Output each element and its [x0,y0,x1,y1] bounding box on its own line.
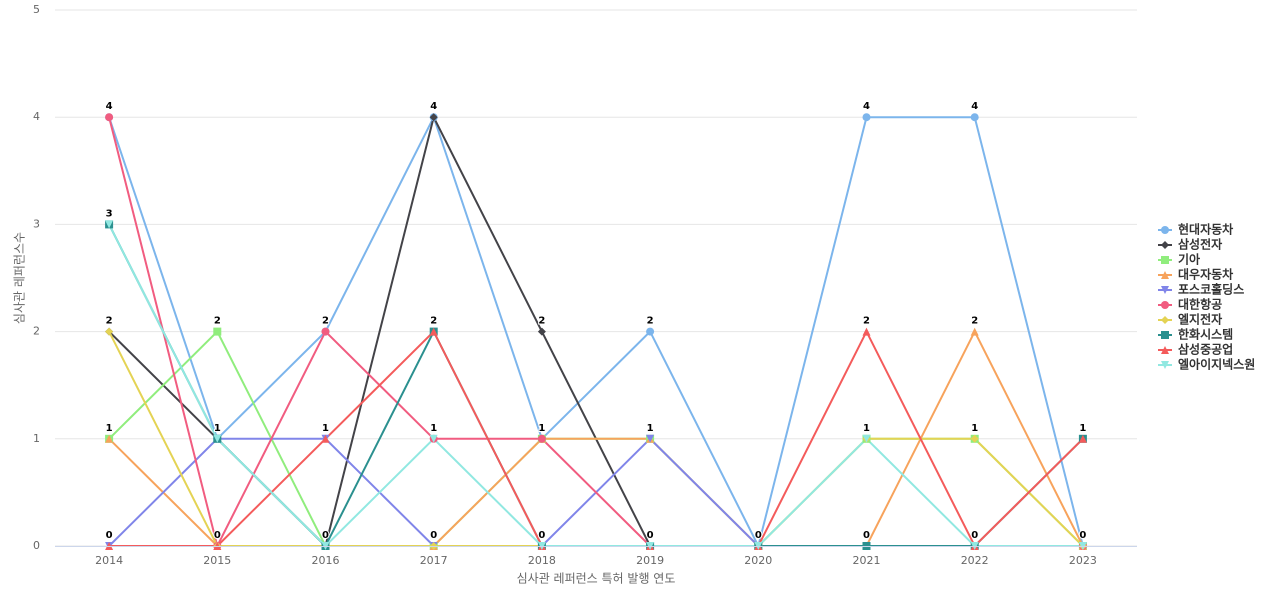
legend-label[interactable]: 포스코홀딩스 [1178,282,1244,297]
series-line [108,114,1084,549]
marker [1161,241,1169,249]
data-label: 2 [538,316,545,327]
y-tick-label: 4 [33,110,40,123]
data-label: 1 [647,423,654,434]
y-axis-title: 심사관 레퍼런스수 [13,232,27,324]
marker [1161,256,1169,264]
marker [429,434,438,443]
legend-label[interactable]: 대우자동차 [1178,267,1233,282]
x-tick-label: 2014 [95,554,123,567]
data-label: 1 [863,423,870,434]
data-label: 1 [538,423,545,434]
data-label: 1 [1079,423,1086,434]
marker [970,113,979,122]
legend-label[interactable]: 한화시스템 [1178,327,1233,342]
marker [646,434,655,443]
marker [429,327,438,336]
data-labels: 4 1 2 4 1 2 0 4 4 0 2 0 2 0 0 0 1 2 0 1 1 1 0 2 0 1 0 1 3 2 1 2 [105,100,1088,542]
data-label: 2 [647,316,654,327]
marker [862,434,871,443]
data-label: 1 [322,423,329,434]
data-label: 0 [755,530,762,541]
marker [1161,226,1169,234]
x-axis-title: 심사관 레퍼런스 특허 발행 연도 [517,571,676,586]
data-label: 0 [538,530,545,541]
data-label: 2 [863,316,870,327]
marker [321,327,330,336]
marker [1161,331,1169,339]
data-label: 2 [322,316,329,327]
data-label: 1 [971,423,978,434]
marker [105,434,114,443]
data-label: 2 [971,316,978,327]
marker [862,113,871,122]
x-tick-label: 2016 [312,554,340,567]
data-label: 0 [1079,530,1086,541]
data-label: 4 [430,101,437,112]
data-label: 0 [863,530,870,541]
marker [213,327,222,336]
data-label: 2 [106,316,113,327]
data-label: 1 [214,423,221,434]
marker [105,113,114,122]
y-tick-label: 0 [33,539,40,552]
marker [537,434,546,443]
data-label: 0 [322,530,329,541]
marker [1161,301,1169,309]
marker [646,327,655,336]
x-tick-label: 2020 [744,554,772,567]
marker [1161,286,1169,294]
data-label: 4 [106,101,113,112]
data-label: 2 [214,316,221,327]
marker [1078,434,1087,443]
x-tick-label: 2023 [1069,554,1097,567]
data-label: 4 [863,101,870,112]
marker [1161,271,1169,279]
data-label: 1 [106,423,113,434]
marker [213,434,222,443]
marker [1161,361,1169,369]
marker [429,113,438,122]
x-tick-label: 2017 [420,554,448,567]
marker [105,327,114,336]
data-label: 0 [430,530,437,541]
data-label: 0 [647,530,654,541]
y-tick-label: 5 [33,3,40,16]
legend-label[interactable]: 대한항공 [1178,297,1222,312]
x-tick-label: 2021 [853,554,881,567]
marker [862,327,871,336]
y-tick-label: 3 [33,217,40,230]
marker [1161,346,1169,354]
x-tick-label: 2015 [203,554,231,567]
data-label: 0 [214,530,221,541]
marker [105,220,114,229]
x-tick-label: 2018 [528,554,556,567]
legend-label[interactable]: 엘지전자 [1178,312,1222,327]
data-label: 3 [106,208,113,219]
grid [55,9,1137,547]
marker [537,327,546,336]
legend-label[interactable]: 삼성전자 [1178,237,1222,252]
marker [1161,316,1169,324]
marker [321,434,330,443]
legend-label[interactable]: 현대자동차 [1178,222,1233,237]
x-tick-label: 2019 [636,554,664,567]
y-tick-label: 1 [33,432,40,445]
data-label: 0 [971,530,978,541]
marker [970,434,979,443]
data-label: 0 [106,530,113,541]
y-tick-label: 2 [33,325,40,338]
legend-label[interactable]: 엘아이지넥스원 [1178,357,1255,372]
data-label: 2 [430,316,437,327]
legend-label[interactable]: 기아 [1178,252,1200,267]
x-tick-label: 2022 [961,554,989,567]
legend-label[interactable]: 삼성중공업 [1178,342,1233,357]
marker [970,327,979,336]
data-label: 4 [971,101,978,112]
data-label: 1 [430,423,437,434]
